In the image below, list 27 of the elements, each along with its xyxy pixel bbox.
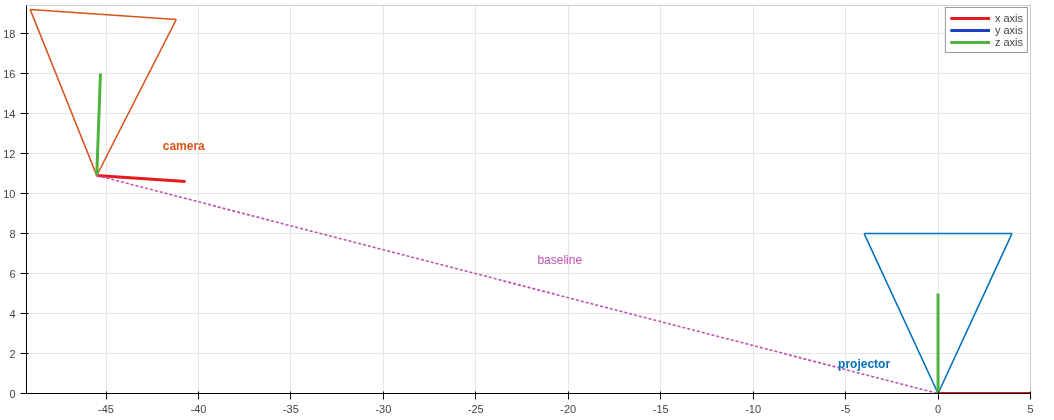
- y-tick-label: 0: [9, 387, 16, 400]
- x-tick-label: -25: [467, 402, 484, 415]
- x-tick-label: 0: [934, 402, 942, 415]
- x-tick-label: -5: [840, 402, 851, 415]
- x-tick-label: -35: [282, 402, 299, 415]
- y-tick-label: 2: [9, 347, 16, 360]
- annotation: camera: [162, 138, 206, 153]
- y-tick-label: 8: [9, 227, 16, 240]
- x-tick-label: -30: [375, 402, 392, 415]
- y-tick-label: 16: [3, 67, 16, 80]
- x-tick-label: 5: [1027, 402, 1034, 415]
- annotation: projector: [838, 356, 891, 371]
- y-tick-label: 14: [3, 107, 16, 120]
- x-tick-label: -10: [745, 402, 762, 415]
- x-tick-label: -40: [190, 402, 207, 415]
- y-tick-label: 12: [3, 147, 16, 160]
- x-tick-label: -20: [560, 402, 577, 415]
- y-tick-label: 6: [9, 267, 16, 280]
- legend-label: x axis: [994, 12, 1023, 24]
- x-tick-label: -45: [98, 402, 114, 415]
- y-tick-label: 18: [3, 27, 16, 40]
- x-tick-label: -15: [652, 402, 669, 415]
- y-tick-label: 10: [3, 187, 16, 200]
- annotation: baseline: [537, 252, 583, 267]
- legend-label: z axis: [994, 36, 1023, 48]
- y-tick-label: 4: [9, 307, 16, 320]
- legend-label: y axis: [994, 24, 1023, 36]
